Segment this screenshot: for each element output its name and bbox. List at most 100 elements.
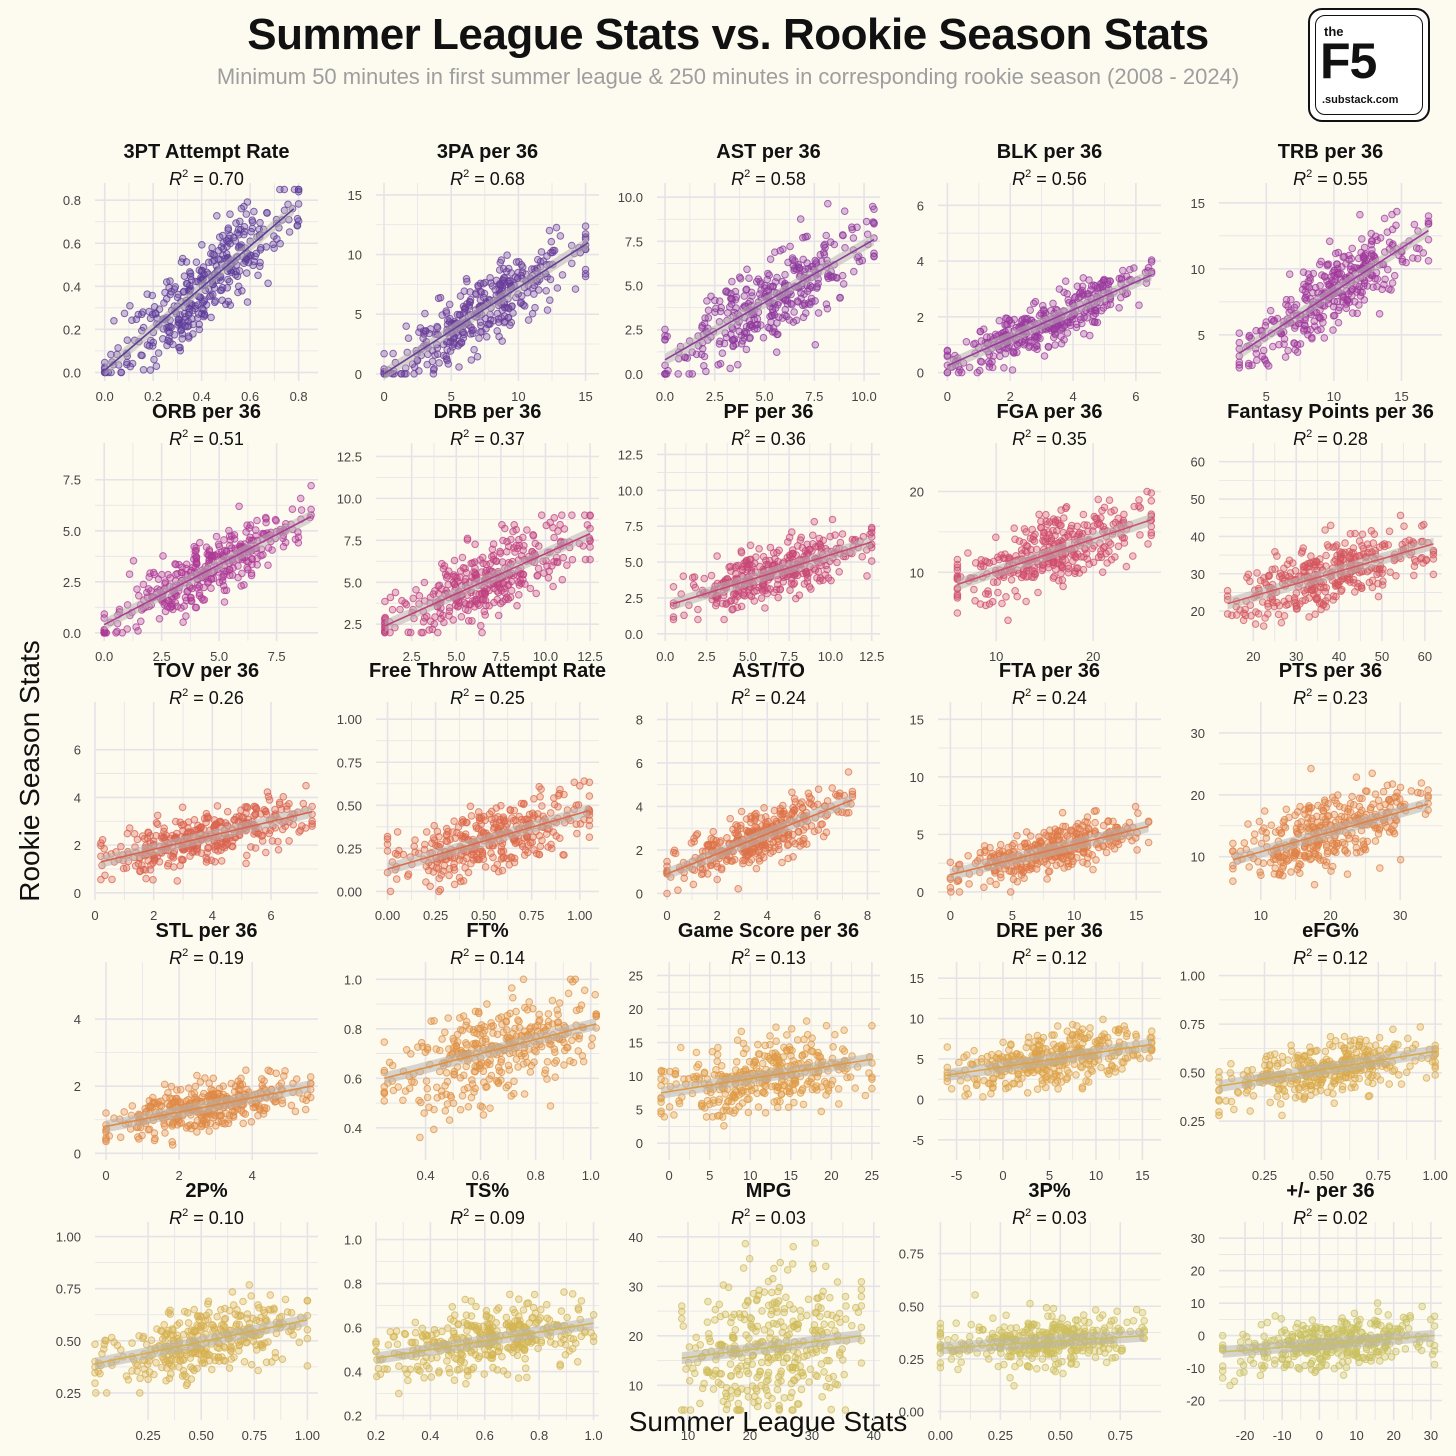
data-point [833, 558, 841, 567]
r-squared-label: R2 = 0.36 [731, 428, 806, 449]
data-point [759, 552, 768, 561]
data-point [802, 309, 810, 317]
data-point [422, 828, 431, 836]
data-point [1049, 558, 1058, 567]
x-tick-label: 10.0 [851, 389, 876, 404]
data-point [274, 837, 282, 846]
r-squared-label: R2 = 0.25 [450, 687, 525, 708]
data-point [459, 856, 468, 865]
y-tick-label: 0.6 [63, 236, 81, 251]
data-point [285, 228, 294, 236]
data-point [422, 878, 430, 886]
data-point [533, 572, 542, 580]
data-point [1000, 364, 1008, 372]
data-point [1367, 527, 1376, 535]
data-point [720, 615, 728, 624]
data-point [1326, 521, 1335, 530]
data-point [793, 297, 802, 305]
data-point [159, 552, 167, 560]
data-point [383, 847, 392, 855]
data-point [386, 593, 395, 602]
data-point [568, 555, 577, 564]
data-point [398, 596, 406, 605]
data-point [248, 224, 257, 233]
data-point [1329, 326, 1337, 334]
data-point [233, 272, 242, 281]
data-point [844, 768, 853, 776]
data-point [270, 232, 278, 240]
data-point [288, 505, 297, 514]
data-point [718, 349, 727, 358]
data-point [274, 846, 283, 854]
data-point [767, 318, 775, 326]
data-point [787, 579, 796, 588]
x-tick-label: 12.5 [859, 649, 884, 664]
data-point [1274, 610, 1283, 619]
data-point [399, 850, 408, 859]
data-point [120, 309, 129, 318]
data-point [1305, 613, 1313, 621]
data-point [734, 885, 743, 893]
data-point [440, 562, 449, 570]
y-tick-label: 0.0 [625, 627, 643, 642]
data-point [460, 287, 469, 296]
data-point [1351, 529, 1359, 538]
data-point [242, 859, 250, 868]
data-point [538, 802, 546, 810]
data-point [545, 226, 554, 235]
data-point [388, 605, 397, 614]
data-point [1079, 565, 1088, 574]
data-point [473, 352, 482, 361]
data-point [768, 311, 777, 320]
data-point [457, 339, 466, 347]
data-point [778, 858, 786, 867]
data-point [1308, 334, 1316, 343]
data-point [258, 837, 267, 845]
data-point [1369, 539, 1378, 547]
data-point [1373, 236, 1381, 245]
data-point [1235, 338, 1244, 347]
data-point [839, 231, 847, 240]
data-point [139, 308, 147, 316]
data-point [217, 857, 226, 865]
f5-logo: the F5 .substack.com [1308, 8, 1430, 122]
data-point [998, 599, 1006, 608]
data-point [1422, 555, 1431, 564]
data-point [1010, 524, 1019, 533]
data-point [870, 205, 878, 213]
data-point [1008, 366, 1017, 374]
data-point [264, 279, 272, 288]
data-point [199, 263, 208, 271]
data-point [1106, 540, 1115, 548]
data-point [207, 313, 215, 322]
y-tick-label: 4 [636, 799, 643, 814]
data-point [723, 834, 731, 842]
data-point [470, 558, 479, 566]
data-point [404, 334, 413, 343]
data-point [264, 792, 273, 801]
data-point [110, 317, 118, 325]
data-point [1393, 207, 1401, 216]
data-point [1039, 536, 1047, 545]
data-point [734, 360, 742, 369]
data-point [735, 327, 744, 336]
data-point [839, 280, 848, 288]
data-point [547, 840, 555, 849]
y-tick-label: 0.0 [63, 365, 81, 380]
data-point [970, 585, 978, 594]
x-tick-label: 0 [663, 908, 670, 923]
x-tick-label: 7.5 [268, 649, 286, 664]
data-point [993, 578, 1002, 586]
panel-free-throw-attempt-rate: 0.00 0.25 0.50 0.75 1.000.000.250.500.751.00… [337, 660, 606, 923]
data-point [402, 322, 411, 331]
data-point [440, 618, 448, 627]
data-point [496, 258, 505, 267]
data-point [1076, 312, 1084, 321]
data-point [170, 849, 178, 858]
data-point [461, 864, 469, 872]
y-tick-label: 40 [1191, 529, 1205, 544]
data-point [281, 538, 290, 547]
